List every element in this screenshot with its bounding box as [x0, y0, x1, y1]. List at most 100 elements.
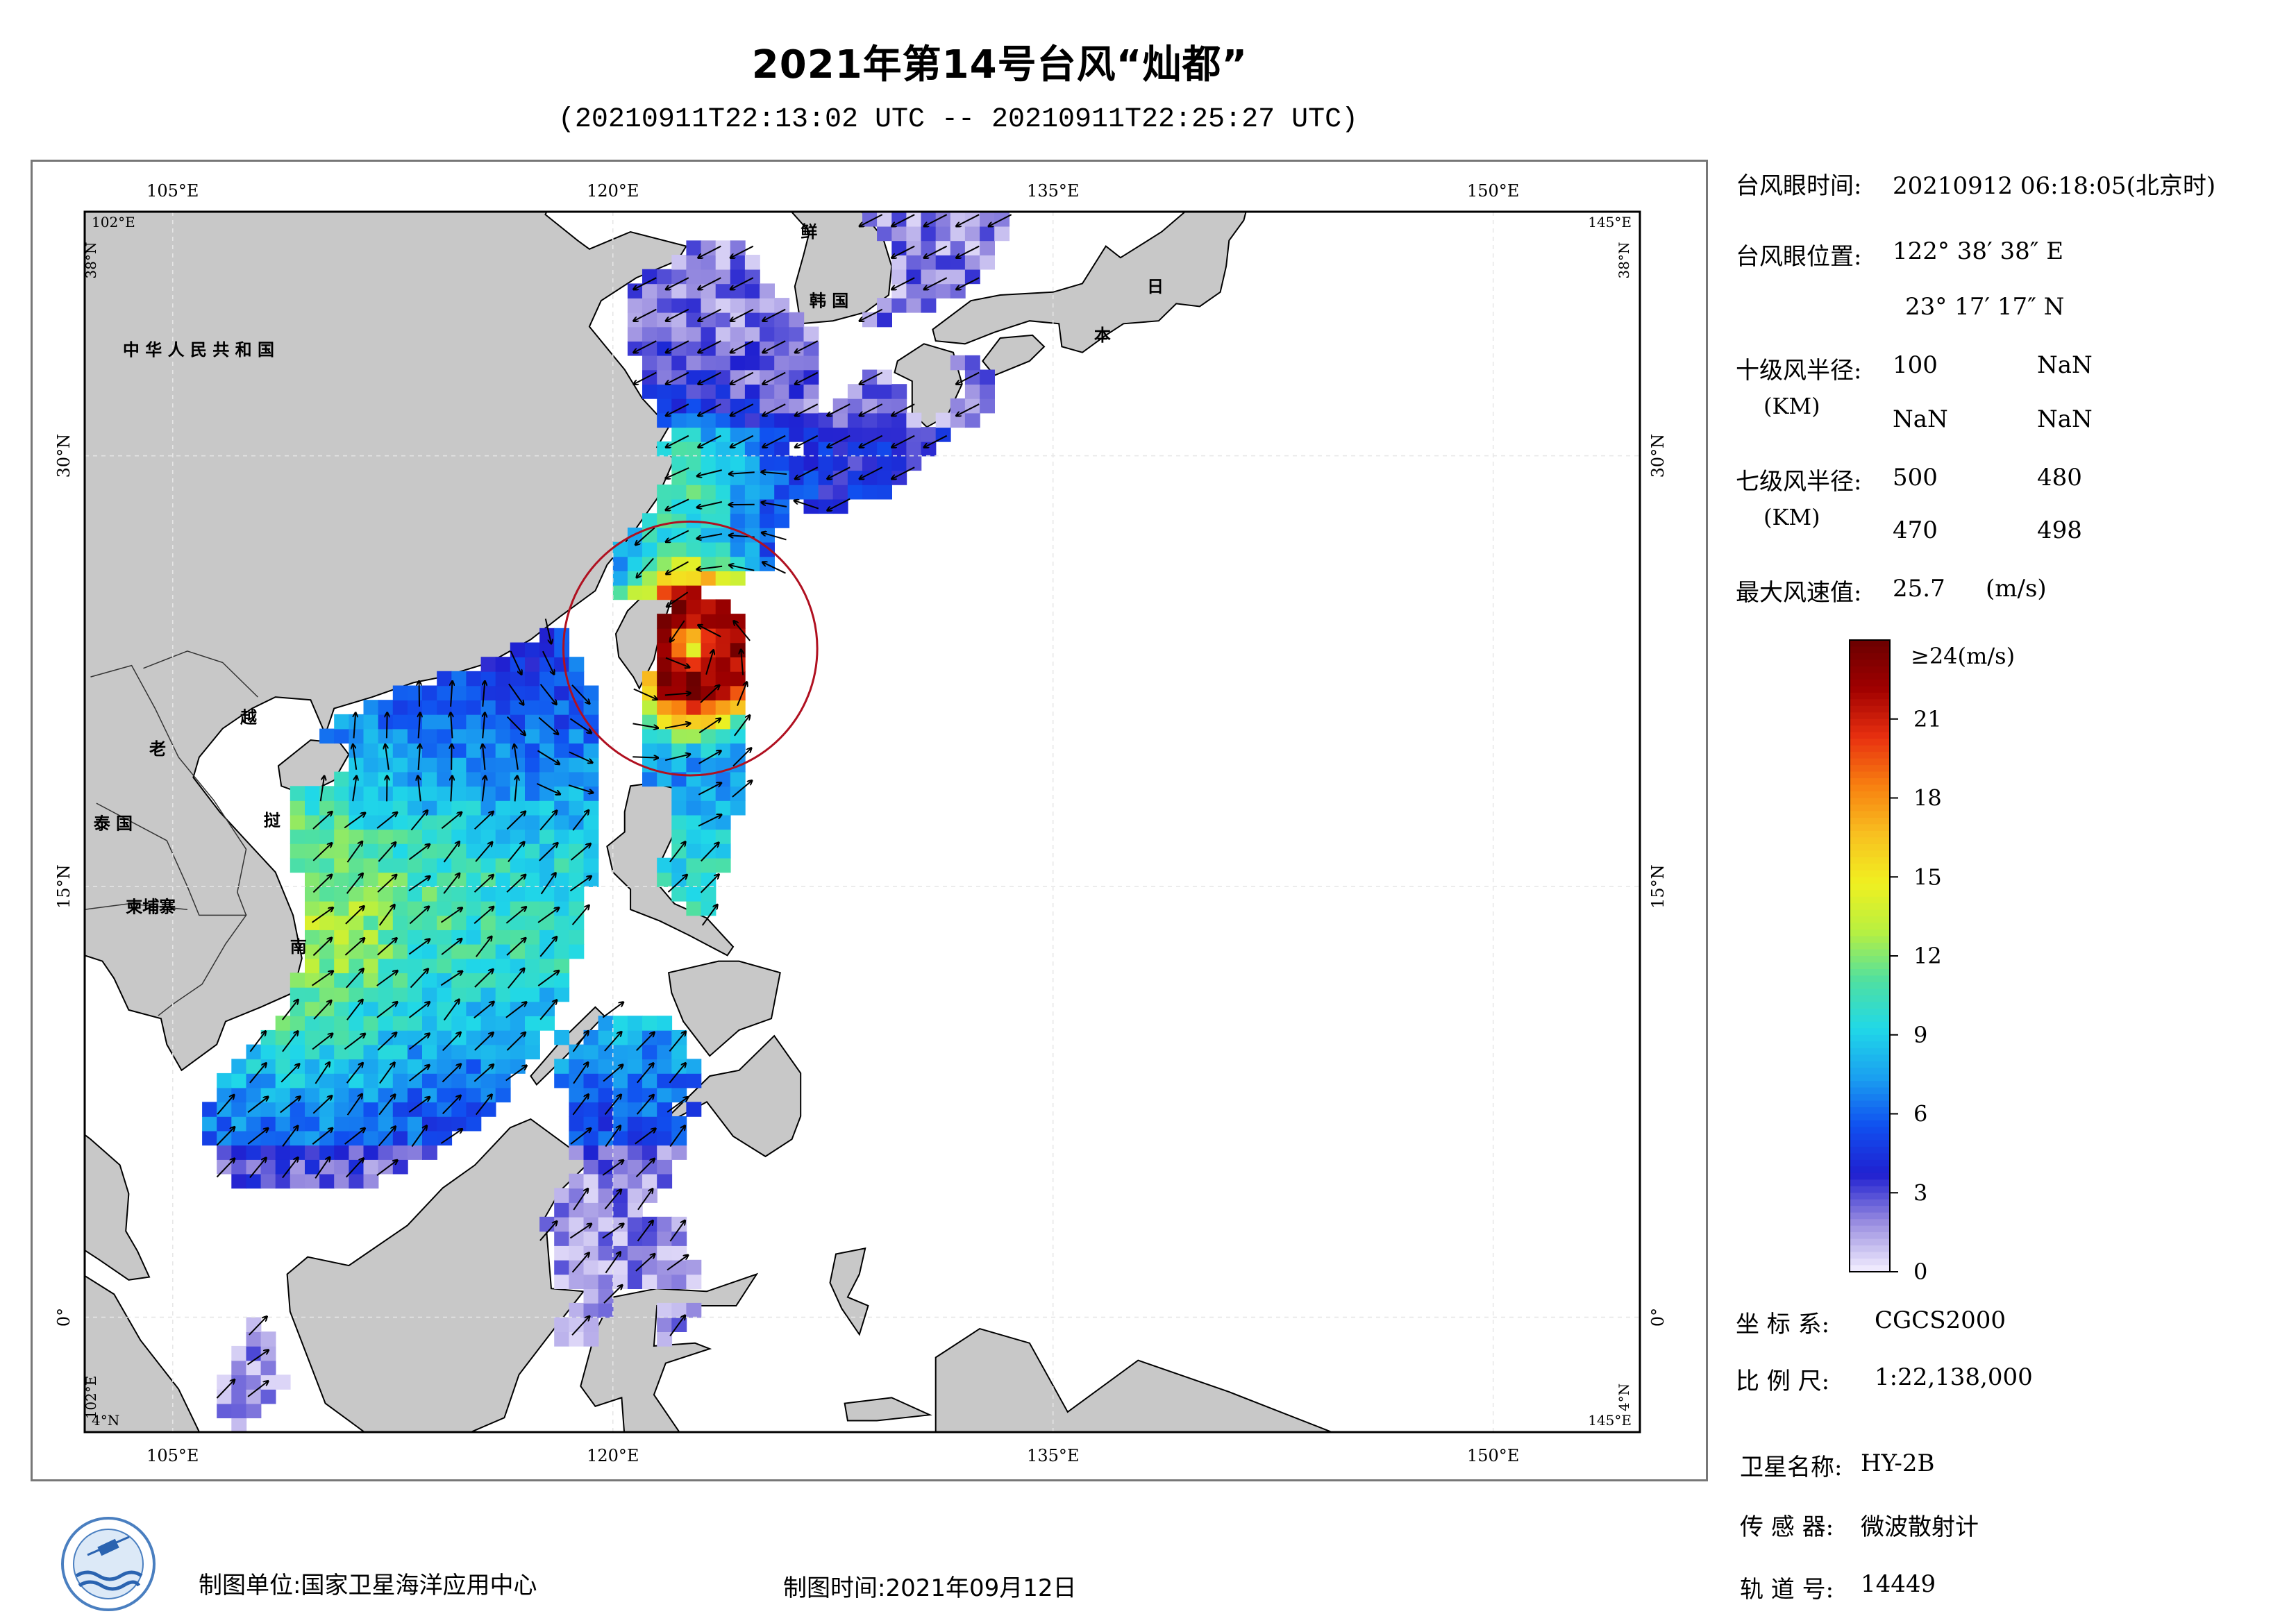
wind-arrow — [345, 1159, 363, 1178]
wind-cell — [466, 943, 482, 959]
wind-cell — [744, 255, 760, 270]
wind-cell — [334, 915, 350, 930]
wind-cell — [407, 843, 423, 859]
wind-arrow — [669, 842, 685, 863]
wind-cell — [803, 485, 819, 500]
wind-arrow — [344, 813, 364, 829]
wind-cell — [480, 757, 496, 773]
wind-cell — [730, 700, 746, 715]
wind-cell — [730, 628, 746, 644]
wind-cell — [701, 886, 717, 902]
wind-radius-circle — [562, 520, 819, 777]
wind-arrow — [762, 503, 787, 507]
wind-cell — [539, 958, 555, 973]
wind-cell — [554, 786, 570, 801]
wind-cell — [392, 1073, 408, 1088]
wind-arrow — [312, 843, 331, 861]
wind-cell — [877, 441, 892, 457]
wind-cell — [466, 800, 482, 816]
lon-tick-label: 105°E — [146, 181, 199, 201]
wind-cell — [275, 1016, 291, 1031]
wind-cell — [334, 1130, 350, 1146]
wind-cell — [980, 240, 995, 255]
wind-cell — [305, 1016, 320, 1031]
colorbar-segment — [1850, 1002, 1890, 1009]
country-border — [96, 802, 247, 1016]
wind-cell — [495, 886, 511, 902]
wind-cell — [554, 1317, 570, 1332]
colorbar-segment — [1850, 692, 1890, 700]
wind-cell — [642, 355, 657, 371]
wind-cell — [980, 226, 995, 242]
land-layer — [85, 212, 1334, 1432]
wind-cell — [495, 1029, 511, 1045]
wind-cell — [715, 714, 731, 730]
wind-cell — [730, 498, 746, 514]
wind-cell — [290, 829, 305, 844]
wind-cell — [701, 412, 717, 428]
wind-arrow — [312, 875, 331, 893]
wind-cell — [407, 685, 423, 700]
wind-cell — [715, 757, 731, 773]
colorbar-segment — [1850, 1186, 1890, 1194]
wind-cell — [539, 700, 555, 715]
wind-cell — [437, 872, 453, 887]
wind-cell — [510, 886, 526, 902]
colorbar-segment — [1850, 784, 1890, 792]
wind-cell — [378, 800, 394, 816]
wind-cell — [935, 255, 951, 270]
wind-cell — [510, 915, 526, 930]
wind-cell — [451, 986, 467, 1002]
wind-cell — [349, 814, 364, 830]
colorbar-tick-label: 3 — [1913, 1179, 1927, 1206]
wind-cell — [495, 714, 511, 730]
r7-value-ne: 500 — [1893, 464, 1938, 491]
wind-cell — [583, 1116, 599, 1132]
land-polygon — [935, 1328, 1334, 1432]
wind-cell — [730, 427, 746, 442]
wind-arrow — [217, 1095, 233, 1115]
wind-arrow — [505, 907, 526, 924]
wind-cell — [275, 1059, 291, 1074]
wind-arrow — [377, 939, 396, 956]
wind-cell — [466, 1116, 482, 1132]
wind-cell — [715, 786, 731, 801]
wind-cell — [744, 485, 760, 500]
satellite-label: 卫星名称: — [1740, 1454, 1843, 1481]
wind-cell — [789, 355, 805, 371]
wind-cell — [466, 1016, 482, 1031]
wind-cell — [671, 1073, 687, 1088]
colorbar-segment — [1850, 1212, 1890, 1220]
wind-cell — [349, 886, 364, 902]
wind-arrow — [315, 1063, 329, 1084]
wind-cell — [480, 886, 496, 902]
wind-arrow — [312, 1096, 331, 1114]
r10-value-sw: NaN — [1893, 405, 1948, 433]
wind-cell — [305, 800, 320, 816]
wind-cell — [744, 283, 760, 298]
land-polygon — [829, 1247, 869, 1336]
wind-cell — [392, 743, 408, 758]
colorbar-segment — [1850, 791, 1890, 799]
colorbar-segment — [1850, 824, 1890, 832]
wind-cell — [495, 671, 511, 687]
wind-cell — [334, 1001, 350, 1016]
wind-arrow — [247, 1381, 268, 1397]
wind-cell — [378, 930, 394, 945]
wind-cell — [334, 1029, 350, 1045]
wind-arrow — [247, 1129, 267, 1145]
wind-cell — [363, 872, 379, 887]
wind-arrow — [698, 469, 722, 476]
wind-cell — [921, 441, 937, 457]
wind-cell — [715, 326, 731, 342]
wind-cell — [715, 341, 731, 356]
wind-cell — [789, 312, 805, 328]
lat-tick-label: 15°N — [1648, 864, 1668, 909]
wind-cell — [305, 1087, 320, 1103]
wind-cell — [569, 657, 585, 672]
wind-arrow — [698, 245, 721, 258]
wind-cell — [774, 298, 790, 313]
wind-cell — [407, 1145, 423, 1160]
wind-cell — [510, 657, 526, 672]
colorbar-segment — [1850, 739, 1890, 746]
